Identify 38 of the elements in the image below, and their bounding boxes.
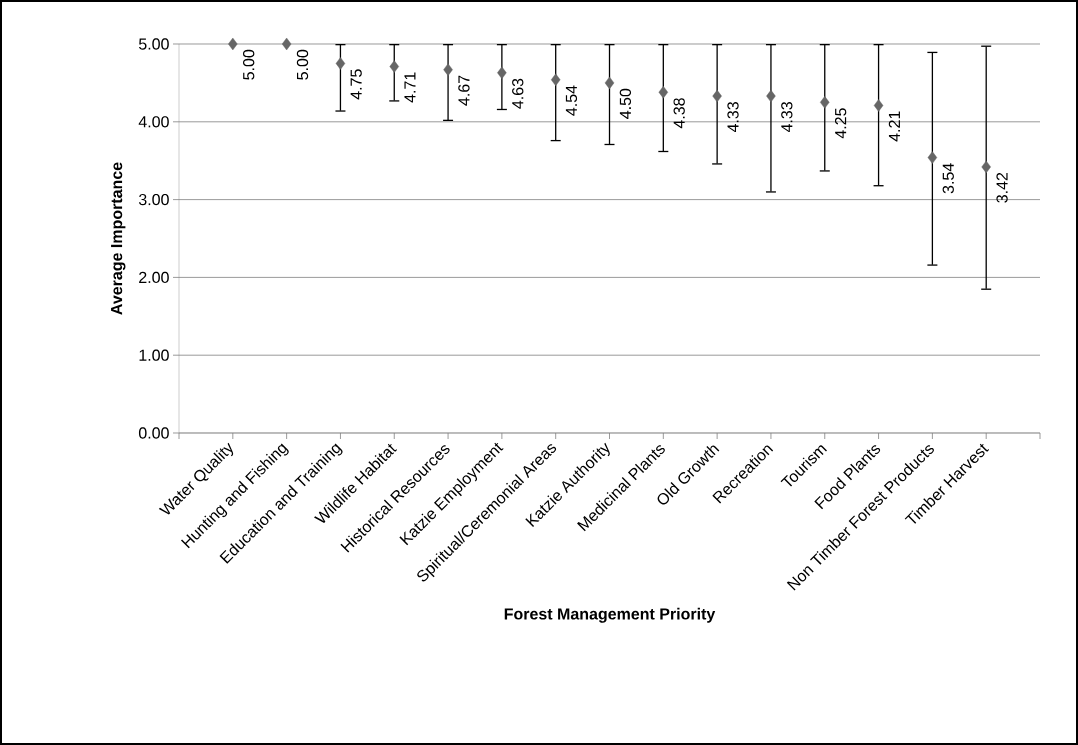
- y-axis-title: Average Importance: [111, 162, 126, 315]
- data-label: 4.38: [673, 98, 685, 129]
- data-label: 4.63: [512, 78, 524, 109]
- y-tick-label: 5.00: [138, 38, 169, 50]
- point: [497, 66, 507, 79]
- data-label: 3.54: [942, 163, 954, 194]
- data-label: 3.42: [996, 172, 1008, 203]
- data-label: 4.33: [727, 102, 739, 133]
- point: [981, 160, 991, 174]
- point: [766, 89, 776, 103]
- point: [712, 89, 722, 103]
- y-tick-label: 0.00: [138, 427, 169, 439]
- point: [820, 96, 830, 109]
- point: [550, 73, 561, 86]
- data-label: 4.50: [619, 88, 632, 119]
- data-label: 4.67: [458, 75, 470, 106]
- y-tick-label: 2.00: [139, 271, 169, 284]
- data-label: 5.00: [296, 49, 309, 80]
- y-tick-label: 1.00: [139, 349, 169, 361]
- data-label: 4.54: [565, 85, 578, 116]
- point: [281, 37, 292, 51]
- data-label: 4.21: [888, 111, 900, 142]
- point: [927, 151, 938, 164]
- data-label: 4.75: [350, 69, 362, 100]
- data-label: 4.25: [834, 108, 847, 139]
- y-tick-label: 3.00: [138, 193, 169, 206]
- point: [658, 86, 669, 99]
- data-label: 5.00: [243, 49, 255, 80]
- point: [443, 63, 453, 76]
- point: [228, 37, 238, 51]
- point: [873, 99, 884, 112]
- point: [604, 76, 615, 90]
- y-tick-label: 4.00: [138, 116, 169, 128]
- data-label: 4.33: [781, 102, 793, 133]
- point: [335, 57, 346, 70]
- x-axis-title: Forest Management Priority: [504, 607, 716, 623]
- point: [389, 60, 399, 73]
- data-label: 4.71: [404, 72, 416, 103]
